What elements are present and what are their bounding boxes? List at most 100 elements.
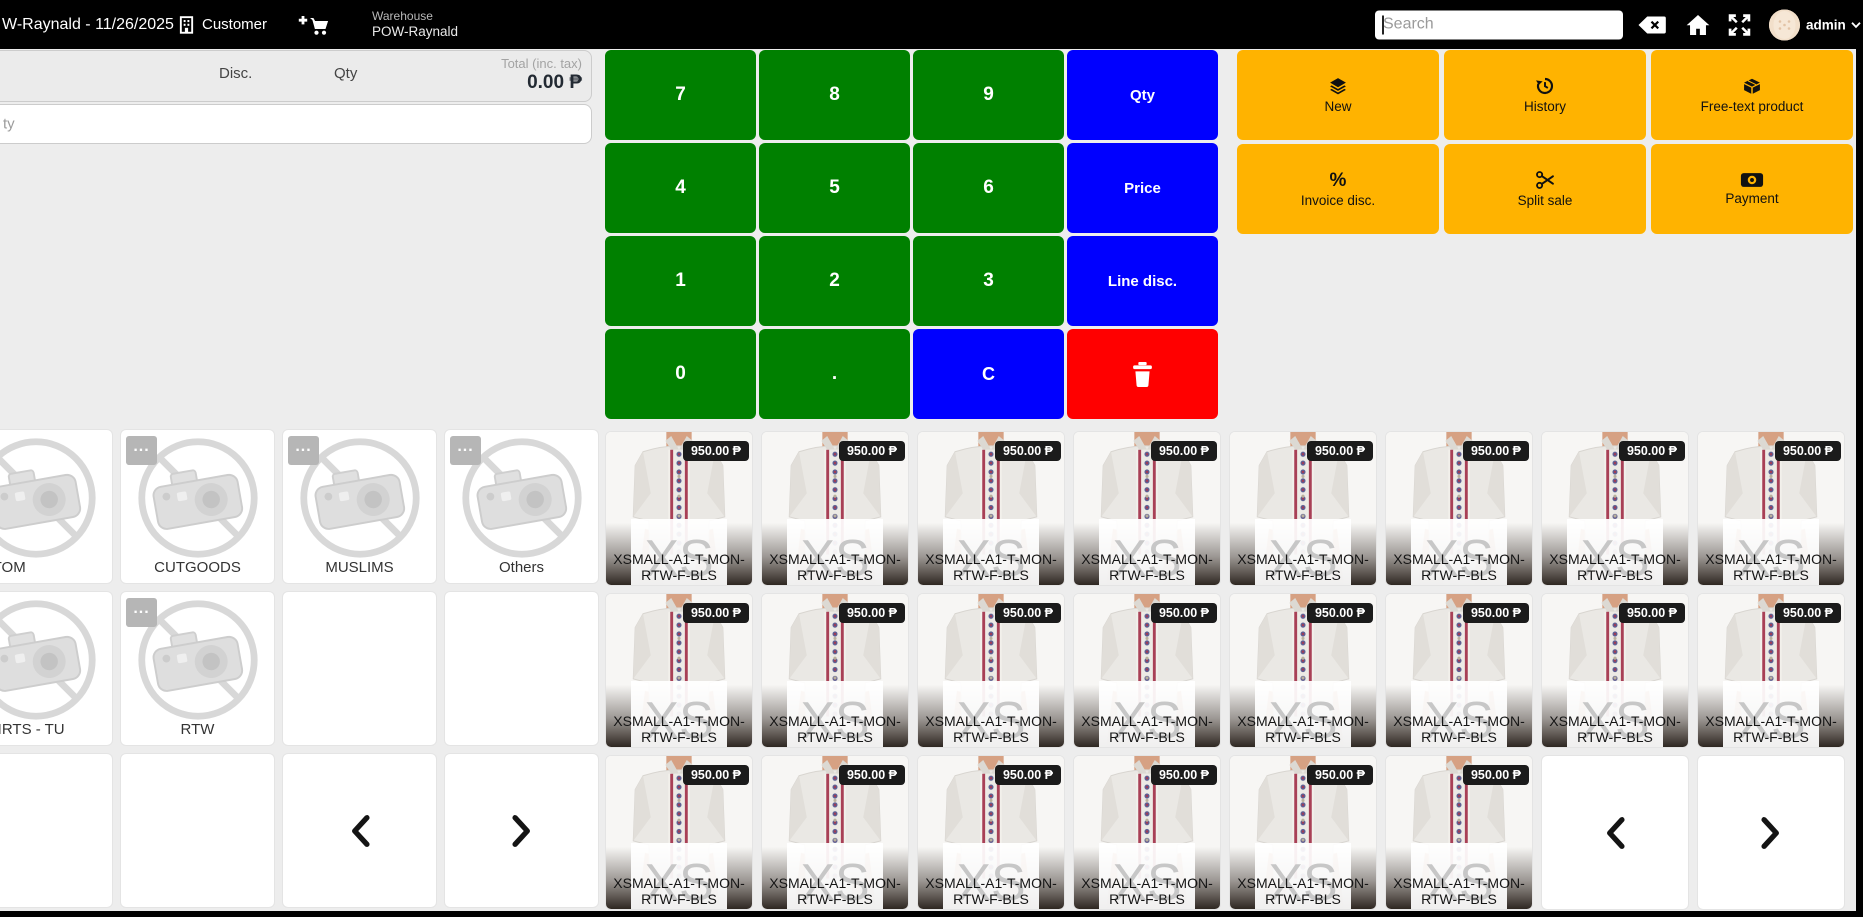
size-watermark: XS [1268, 530, 1338, 586]
key-0[interactable]: 0 [605, 329, 756, 419]
percent-icon: % [1329, 169, 1347, 191]
product-tile[interactable]: XS 950.00 ₱ XSMALL-A1-T-MON- RTW-F-BLS [1541, 593, 1689, 748]
product-prev-button[interactable] [1541, 755, 1689, 910]
product-tile[interactable]: XS 950.00 ₱ XSMALL-A1-T-MON- RTW-F-BLS [1385, 431, 1533, 586]
category-options-badge[interactable]: ... [450, 436, 481, 465]
split-sale-button[interactable]: Split sale [1444, 144, 1646, 234]
price-badge: 950.00 ₱ [1306, 765, 1373, 785]
product-name-line2: RTW-F-BLS [1733, 567, 1809, 584]
product-tile[interactable]: XS 950.00 ₱ XSMALL-A1-T-MON- RTW-F-BLS [761, 755, 909, 910]
user-menu[interactable]: admin [1806, 17, 1861, 32]
product-tile[interactable]: XS 950.00 ₱ XSMALL-A1-T-MON- RTW-F-BLS [1073, 755, 1221, 910]
layers-icon [1328, 76, 1348, 96]
product-tile[interactable]: XS 950.00 ₱ XSMALL-A1-T-MON- RTW-F-BLS [761, 593, 909, 748]
category-options-badge[interactable]: ... [126, 598, 157, 627]
size-watermark: XS [1736, 692, 1806, 748]
product-tile[interactable]: XS 950.00 ₱ XSMALL-A1-T-MON- RTW-F-BLS [1073, 431, 1221, 586]
product-name-line2: RTW-F-BLS [1265, 567, 1341, 584]
product-name-line2: RTW-F-BLS [1109, 567, 1185, 584]
category-options-badge[interactable]: ... [126, 436, 157, 465]
size-watermark: XS [1112, 530, 1182, 586]
fullscreen-button[interactable] [1728, 13, 1751, 36]
search-box [1375, 10, 1623, 39]
product-tile[interactable]: XS 950.00 ₱ XSMALL-A1-T-MON- RTW-F-BLS [605, 755, 753, 910]
category-label: CUSTOM [0, 559, 26, 576]
watermark-plate [1255, 681, 1351, 747]
history-button[interactable]: History [1444, 50, 1646, 140]
category-tile-muslims[interactable]: ... MUSLIMS [282, 429, 437, 584]
product-name-line2: RTW-F-BLS [1421, 891, 1497, 908]
backspace-button[interactable] [1637, 15, 1667, 34]
price-badge: 950.00 ₱ [1462, 441, 1529, 461]
category-prev-button[interactable] [282, 753, 437, 908]
search-input[interactable] [1375, 10, 1623, 39]
numeric-keypad: 7 8 9 Qty 4 5 6 Price 1 2 3 Line disc. 0… [605, 50, 1218, 419]
price-badge: 950.00 ₱ [1306, 603, 1373, 623]
key-clear[interactable]: C [913, 329, 1064, 419]
product-tile[interactable]: XS 950.00 ₱ XSMALL-A1-T-MON- RTW-F-BLS [1073, 593, 1221, 748]
product-tile[interactable]: XS 950.00 ₱ XSMALL-A1-T-MON- RTW-F-BLS [1385, 593, 1533, 748]
product-tile[interactable]: XS 950.00 ₱ XSMALL-A1-T-MON- RTW-F-BLS [605, 431, 753, 586]
category-tile-cutgoods[interactable]: ... CUTGOODS [120, 429, 275, 584]
total-label: Total (inc. tax) [501, 56, 582, 71]
key-6[interactable]: 6 [913, 143, 1064, 233]
key-8[interactable]: 8 [759, 50, 910, 140]
action-label: History [1523, 99, 1566, 114]
watermark-plate [1723, 681, 1819, 747]
product-name-line1: XSMALL-A1-T-MON- [1705, 712, 1837, 729]
watermark-plate [1411, 843, 1507, 909]
free-text-product-button[interactable]: Free-text product [1651, 50, 1853, 140]
action-label: Invoice disc. [1300, 192, 1376, 208]
size-watermark: XS [800, 854, 870, 910]
price-badge: 950.00 ₱ [1150, 441, 1217, 461]
customer-button[interactable]: Customer [178, 16, 267, 34]
product-scan-input[interactable]: ty [0, 104, 592, 144]
key-7[interactable]: 7 [605, 50, 756, 140]
invoice-discount-button[interactable]: % Invoice disc. [1237, 144, 1439, 234]
key-5[interactable]: 5 [759, 143, 910, 233]
category-tile-custom[interactable]: CUSTOM [0, 429, 113, 584]
product-tile[interactable]: XS 950.00 ₱ XSMALL-A1-T-MON- RTW-F-BLS [1541, 431, 1689, 586]
key-1[interactable]: 1 [605, 236, 756, 326]
category-tile-others[interactable]: ... Others [444, 429, 599, 584]
product-tile[interactable]: XS 950.00 ₱ XSMALL-A1-T-MON- RTW-F-BLS [1697, 431, 1845, 586]
user-name: admin [1806, 17, 1846, 32]
key-3[interactable]: 3 [913, 236, 1064, 326]
product-next-button[interactable] [1697, 755, 1845, 910]
product-name: XSMALL-A1-T-MON- RTW-F-BLS [1230, 713, 1376, 746]
product-tile[interactable]: XS 950.00 ₱ XSMALL-A1-T-MON- RTW-F-BLS [1385, 755, 1533, 910]
key-decimal[interactable]: . [759, 329, 910, 419]
key-price[interactable]: Price [1067, 143, 1218, 233]
total-value: 0.00 ₱ [527, 72, 582, 93]
home-button[interactable] [1686, 14, 1710, 36]
avatar[interactable] [1769, 9, 1800, 40]
category-next-button[interactable] [444, 753, 599, 908]
key-2[interactable]: 2 [759, 236, 910, 326]
product-tile[interactable]: XS 950.00 ₱ XSMALL-A1-T-MON- RTW-F-BLS [1229, 755, 1377, 910]
key-delete[interactable] [1067, 329, 1218, 419]
product-name-line1: XSMALL-A1-T-MON- [1549, 712, 1681, 729]
category-tile-rtw[interactable]: ... RTW [120, 591, 275, 746]
key-qty[interactable]: Qty [1067, 50, 1218, 140]
product-tile[interactable]: XS 950.00 ₱ XSMALL-A1-T-MON- RTW-F-BLS [605, 593, 753, 748]
product-name: XSMALL-A1-T-MON- RTW-F-BLS [1074, 551, 1220, 584]
action-buttons: New History Free-text product % Invoice … [1237, 50, 1853, 234]
product-tile[interactable]: XS 950.00 ₱ XSMALL-A1-T-MON- RTW-F-BLS [1229, 431, 1377, 586]
payment-button[interactable]: Payment [1651, 144, 1853, 234]
product-tile[interactable]: XS 950.00 ₱ XSMALL-A1-T-MON- RTW-F-BLS [1697, 593, 1845, 748]
product-tile[interactable]: XS 950.00 ₱ XSMALL-A1-T-MON- RTW-F-BLS [917, 431, 1065, 586]
product-tile[interactable]: XS 950.00 ₱ XSMALL-A1-T-MON- RTW-F-BLS [917, 755, 1065, 910]
product-tile[interactable]: XS 950.00 ₱ XSMALL-A1-T-MON- RTW-F-BLS [1229, 593, 1377, 748]
product-name-line2: RTW-F-BLS [1265, 891, 1341, 908]
add-to-cart-button[interactable] [296, 14, 330, 35]
category-tile-polo-shirts[interactable]: O SHIRTS - TU [0, 591, 113, 746]
key-line-disc[interactable]: Line disc. [1067, 236, 1218, 326]
key-4[interactable]: 4 [605, 143, 756, 233]
key-9[interactable]: 9 [913, 50, 1064, 140]
category-options-badge[interactable]: ... [288, 436, 319, 465]
product-name: XSMALL-A1-T-MON- RTW-F-BLS [918, 551, 1064, 584]
new-sale-button[interactable]: New [1237, 50, 1439, 140]
product-tile[interactable]: XS 950.00 ₱ XSMALL-A1-T-MON- RTW-F-BLS [761, 431, 909, 586]
product-name-line1: XSMALL-A1-T-MON- [925, 712, 1057, 729]
product-tile[interactable]: XS 950.00 ₱ XSMALL-A1-T-MON- RTW-F-BLS [917, 593, 1065, 748]
